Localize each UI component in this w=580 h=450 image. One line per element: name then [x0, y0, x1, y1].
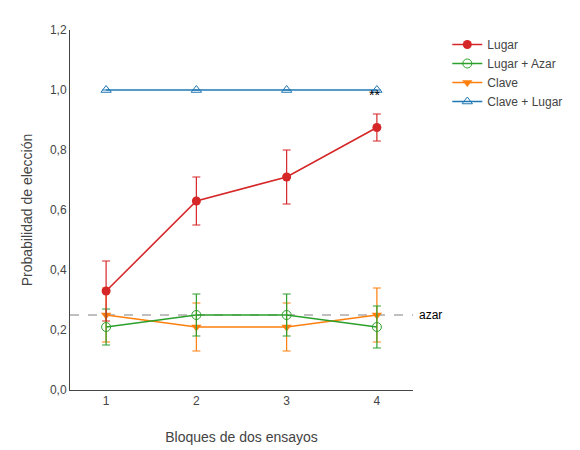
svg-text:Probabilidad de elección: Probabilidad de elección [19, 134, 35, 287]
svg-text:0,4: 0,4 [50, 263, 67, 277]
svg-text:Lugar + Azar: Lugar + Azar [487, 57, 555, 71]
svg-text:0,6: 0,6 [50, 203, 67, 217]
svg-text:Lugar: Lugar [487, 38, 518, 52]
svg-text:0,0: 0,0 [50, 383, 67, 397]
svg-text:Bloques de dos ensayos: Bloques de dos ensayos [165, 429, 318, 445]
svg-text:azar: azar [419, 308, 442, 322]
svg-text:4: 4 [374, 394, 381, 408]
svg-text:1,2: 1,2 [50, 23, 67, 37]
svg-text:0,8: 0,8 [50, 143, 67, 157]
svg-text:Clave + Lugar: Clave + Lugar [487, 95, 562, 109]
svg-text:1: 1 [103, 394, 110, 408]
svg-text:3: 3 [283, 394, 290, 408]
svg-text:**: ** [369, 87, 380, 103]
svg-text:Clave: Clave [487, 76, 518, 90]
svg-text:0,2: 0,2 [50, 323, 67, 337]
svg-text:1,0: 1,0 [50, 83, 67, 97]
svg-text:2: 2 [193, 394, 200, 408]
